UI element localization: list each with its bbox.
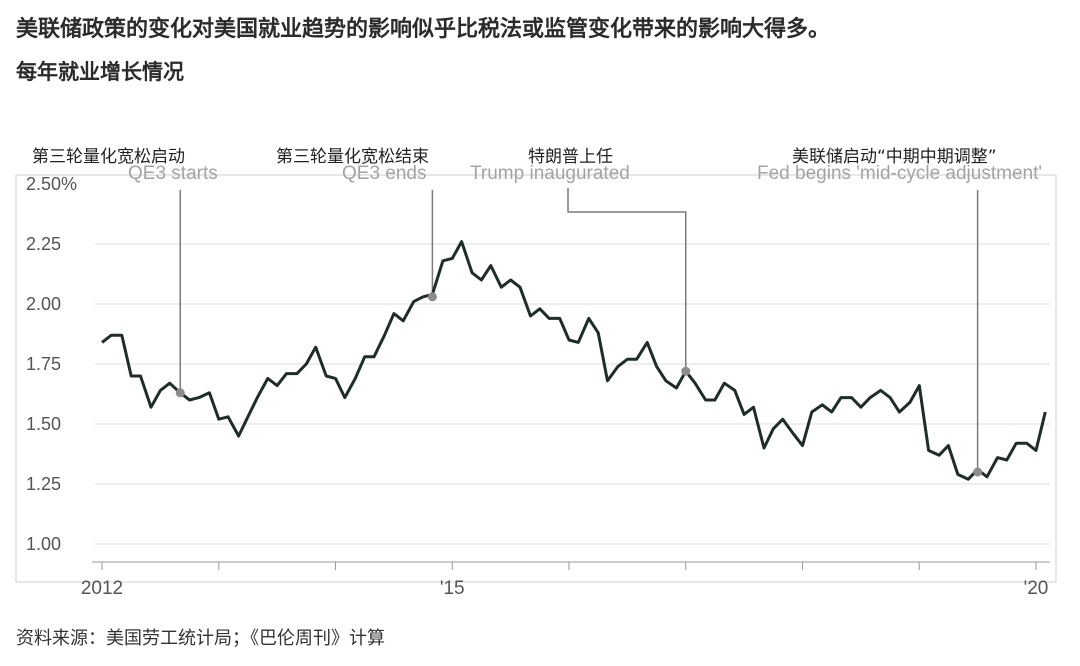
y-tick-label: 1.00 — [26, 534, 61, 554]
annotation-original: QE3 ends — [342, 163, 427, 184]
annotation-marker — [427, 292, 437, 302]
annotation-label: 第三轮量化宽松结束 — [276, 147, 429, 167]
y-tick-label: 1.25 — [26, 474, 61, 494]
x-tick-label: '20 — [1024, 578, 1049, 599]
annotation-label: 美联储启动“中期中期调整” — [792, 147, 997, 167]
series-line — [101, 240, 1047, 481]
y-tick-label: 2.50% — [26, 174, 77, 194]
annotation-label: 特朗普上任 — [528, 147, 613, 167]
annotation-marker — [973, 467, 983, 477]
annotation-label: 第三轮量化宽松启动 — [32, 147, 185, 167]
annotation-original: QE3 starts — [128, 163, 218, 184]
x-tick-label: '15 — [440, 578, 465, 599]
annotation-leader — [567, 188, 687, 372]
chart-title: 美联储政策的变化对美国就业趋势的影响似乎比税法或监管变化带来的影响大得多。 — [16, 17, 831, 42]
annotation-marker — [681, 366, 691, 376]
plot-frame — [15, 174, 1057, 583]
annotation-marker — [175, 388, 185, 398]
annotation-original: Trump inaugurated — [470, 163, 630, 184]
source-note: 资料来源：美国劳工统计局；《巴伦周刊》计算 — [16, 628, 385, 649]
chart-subtitle: 每年就业增长情况 — [16, 60, 184, 84]
annotation-original: Fed begins 'mid-cycle adjustment' — [757, 163, 1042, 184]
y-tick-label: 2.25 — [26, 234, 61, 254]
y-tick-label: 1.75 — [26, 354, 61, 374]
employment-growth-chart: 2.50% 2.25 2.00 1.75 1.50 1.25 1.00 2012 '15 '20… — [15, 147, 1057, 599]
y-tick-label: 2.00 — [26, 294, 61, 314]
x-tick-label: 2012 — [81, 578, 123, 599]
y-tick-label: 1.50 — [26, 414, 61, 434]
